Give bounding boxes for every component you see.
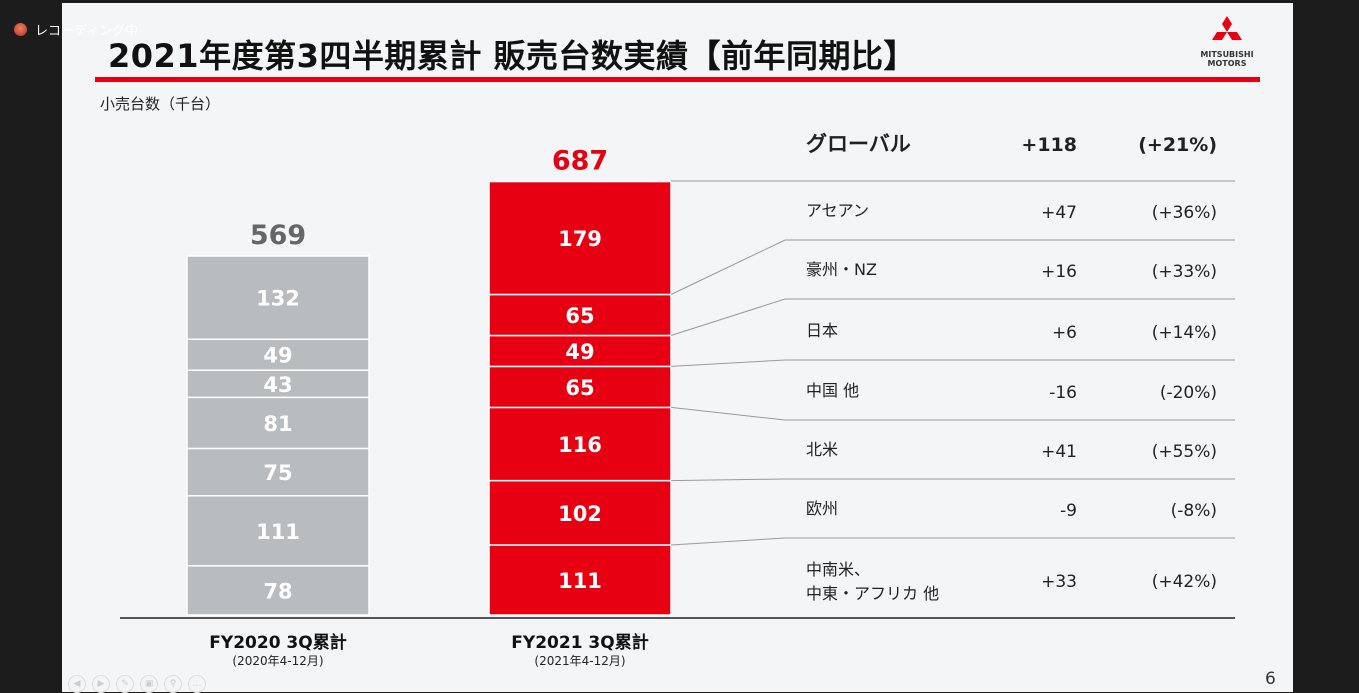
mitsubishi-logo: MITSUBISHI MOTORS xyxy=(1197,16,1257,68)
region-pct: (+33%) xyxy=(1152,262,1217,282)
segment-value-label: 132 xyxy=(256,287,300,311)
category-sublabel: (2021年4-12月) xyxy=(534,654,625,668)
bar-total-label: 569 xyxy=(250,220,306,251)
global-diff: +118 xyxy=(1021,134,1077,156)
region-pct: (-8%) xyxy=(1171,501,1217,521)
bar-total-label: 687 xyxy=(552,146,608,177)
previous-icon[interactable]: ◀ xyxy=(68,675,86,693)
bar-segment xyxy=(186,255,370,341)
region-diff: -16 xyxy=(1049,383,1077,403)
category-label: FY2021 3Q累計 xyxy=(511,632,648,653)
region-pct: (+14%) xyxy=(1152,323,1217,343)
slide: 2021年度第3四半期累計 販売台数実績【前年同期比】 MITSUBISHI MO… xyxy=(62,3,1293,693)
bar-segment xyxy=(186,338,370,371)
slides-icon[interactable]: ▣ xyxy=(140,675,158,693)
stacked-bar-chart: 78 111 75 81 43 49 132 569 FY2020 3Q累計(2020年4-12… xyxy=(120,132,1235,668)
region-pct: (+36%) xyxy=(1152,203,1217,223)
connector-line xyxy=(670,406,1235,421)
region-label: 欧州 xyxy=(806,499,838,518)
segment-value-label: 49 xyxy=(565,340,594,364)
bar-segment xyxy=(488,180,672,296)
segment-value-label: 111 xyxy=(256,520,300,544)
region-pct: (+55%) xyxy=(1152,442,1217,462)
three-diamonds-icon xyxy=(1212,16,1242,40)
bar-segment xyxy=(488,293,672,337)
region-diff: +16 xyxy=(1041,262,1077,282)
segment-value-label: 111 xyxy=(558,569,602,593)
connector-line xyxy=(670,478,1235,482)
category-sublabel: (2020年4-12月) xyxy=(232,654,323,668)
region-diff: +41 xyxy=(1041,442,1077,462)
recording-indicator: レコーディング中 xyxy=(14,20,138,39)
segment-value-label: 49 xyxy=(263,344,292,368)
segment-value-label: 43 xyxy=(263,373,292,397)
more-icon[interactable]: … xyxy=(188,675,206,693)
region-pct: (+42%) xyxy=(1152,572,1217,592)
bar-segment xyxy=(488,334,672,368)
recording-label: レコーディング中 xyxy=(35,24,139,39)
connector-line xyxy=(670,359,1235,367)
region-diff: +33 xyxy=(1041,572,1077,592)
region-label: 中国 他 xyxy=(806,381,859,400)
bar-segment xyxy=(186,447,370,497)
region-label: アセアン xyxy=(806,201,869,220)
slide-title: 2021年度第3四半期累計 販売台数実績【前年同期比】 xyxy=(108,37,916,75)
segment-value-label: 116 xyxy=(558,433,602,457)
zoom-icon[interactable]: ⚲ xyxy=(164,675,182,693)
segment-value-label: 75 xyxy=(263,461,292,485)
segment-value-label: 65 xyxy=(565,376,594,400)
region-label: 豪州・NZ xyxy=(806,260,877,279)
page-number: 6 xyxy=(1265,669,1276,689)
bar-segment xyxy=(488,365,672,409)
global-label: グローバル xyxy=(806,132,911,156)
region-label: 中東・アフリカ 他 xyxy=(806,584,939,603)
title-underline xyxy=(95,77,1260,82)
region-diff: +47 xyxy=(1041,203,1077,223)
region-label: 中南米、 xyxy=(806,560,870,579)
region-diff: +6 xyxy=(1052,323,1077,343)
bar-segment xyxy=(488,406,672,482)
segment-value-label: 65 xyxy=(565,304,594,328)
connector-line xyxy=(670,239,1235,295)
bar-segment xyxy=(186,369,370,399)
next-icon[interactable]: ▶ xyxy=(92,675,110,693)
recording-icon xyxy=(14,23,27,36)
bar-segment xyxy=(186,565,370,616)
region-diff: -9 xyxy=(1060,501,1077,521)
pen-icon[interactable]: ✎ xyxy=(116,675,134,693)
segment-value-label: 81 xyxy=(263,412,292,436)
bar-segment xyxy=(186,396,370,450)
connector-line xyxy=(670,537,1235,546)
region-label: 日本 xyxy=(806,321,838,340)
segment-value-label: 179 xyxy=(558,227,602,251)
global-pct: (+21%) xyxy=(1138,134,1217,156)
region-pct: (-20%) xyxy=(1160,383,1217,403)
bar-segment xyxy=(488,479,672,546)
category-label: FY2020 3Q累計 xyxy=(209,632,346,653)
region-label: 北米 xyxy=(806,440,838,459)
segment-value-label: 78 xyxy=(263,579,292,603)
bar-segment xyxy=(186,495,370,567)
slideshow-controls: ◀ ▶ ✎ ▣ ⚲ … xyxy=(68,675,206,693)
segment-value-label: 102 xyxy=(558,502,602,526)
connector-line xyxy=(670,298,1235,336)
unit-label: 小売台数（千台） xyxy=(100,95,221,113)
